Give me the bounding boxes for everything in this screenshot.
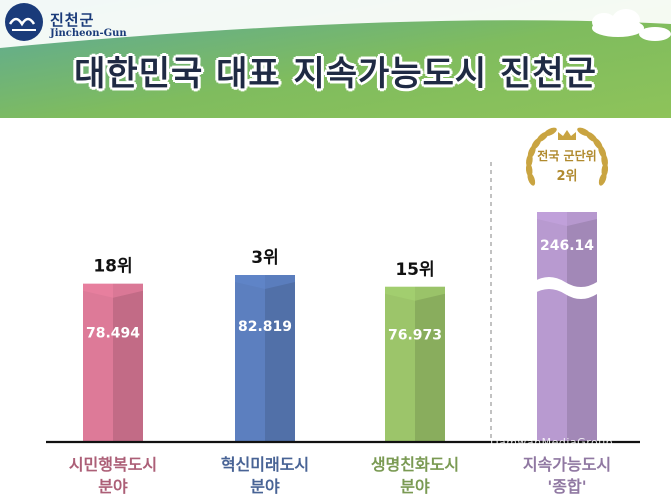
crown-icon <box>558 130 576 140</box>
bar-1 <box>83 283 143 442</box>
badge-line2: 2위 <box>556 169 577 184</box>
bar-4 <box>537 212 597 442</box>
category-label-3-1: 생명친화도시 <box>371 455 459 474</box>
category-label-1-2: 분야 <box>98 477 128 496</box>
page-title: 대한민국 대표 지속가능도시 진천군 <box>74 54 597 94</box>
badge-line1: 전국 군단위 <box>537 148 596 163</box>
logo-icon <box>5 3 43 41</box>
category-label-4-1: 지속가능도시 <box>523 455 611 474</box>
rank-label-2: 3위 <box>251 248 278 268</box>
category-label-2-2: 분야 <box>250 477 280 496</box>
brand-name-en: Jincheon-Gun <box>50 28 127 39</box>
rank-label-3: 15위 <box>395 260 434 280</box>
value-label-1: 78.494 <box>86 325 140 341</box>
category-label-4-2: '종합' <box>547 477 586 496</box>
value-label-2: 82.819 <box>238 319 292 335</box>
rank-label-1: 18위 <box>93 257 132 277</box>
value-label-3: 76.973 <box>388 328 442 344</box>
bar-3 <box>385 286 445 442</box>
value-label-4: 246.14 <box>540 238 594 254</box>
brand-name-ko: 진천군 <box>50 11 95 29</box>
bar-2 <box>235 275 295 442</box>
laurel-icon <box>577 127 591 137</box>
cloud-icon <box>592 9 671 41</box>
category-label-2-1: 혁신미래도시 <box>221 455 309 474</box>
axis-break <box>533 277 597 299</box>
category-label-1-1: 시민행복도시 <box>69 455 157 474</box>
watermark: DamwanMediaGroup <box>490 436 614 449</box>
laurel-icon <box>543 127 557 137</box>
category-label-3-2: 분야 <box>400 477 430 496</box>
header-banner <box>0 0 671 118</box>
brand-logo: 진천군 Jincheon-Gun <box>50 9 127 39</box>
